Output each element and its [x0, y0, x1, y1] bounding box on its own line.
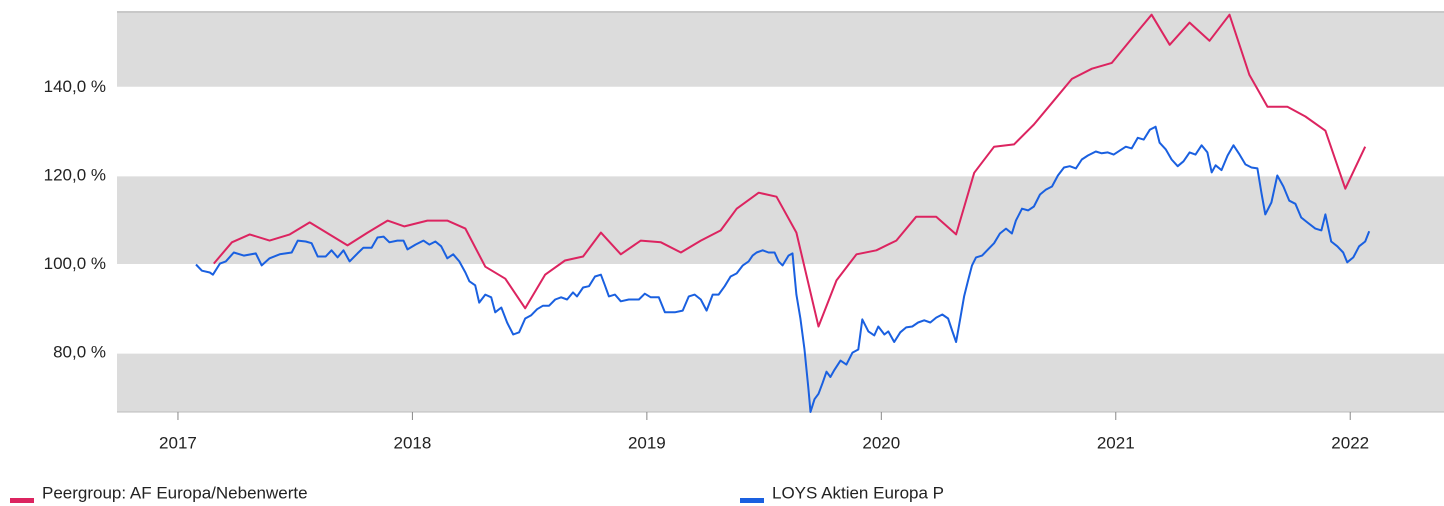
legend-label: LOYS Aktien Europa P [772, 483, 944, 502]
legend-swatch [10, 498, 34, 503]
grid-band [117, 353, 1444, 412]
y-tick-label: 140,0 % [44, 77, 106, 96]
line-series [195, 125, 1371, 413]
x-tick-label: 2019 [628, 433, 666, 452]
y-tick-label: 100,0 % [44, 254, 106, 273]
x-tick-label: 2017 [159, 433, 197, 452]
line-series [213, 13, 1367, 328]
y-tick-label: 80,0 % [53, 343, 106, 362]
legend-swatch [740, 498, 764, 503]
legend-label: Peergroup: AF Europa/Nebenwerte [42, 483, 308, 502]
grid-band [117, 175, 1444, 265]
x-tick-label: 2018 [393, 433, 431, 452]
grid-band [117, 12, 1444, 88]
x-tick-label: 2020 [862, 433, 900, 452]
x-tick-label: 2022 [1331, 433, 1369, 452]
y-tick-label: 120,0 % [44, 165, 106, 184]
x-tick-label: 2021 [1097, 433, 1135, 452]
